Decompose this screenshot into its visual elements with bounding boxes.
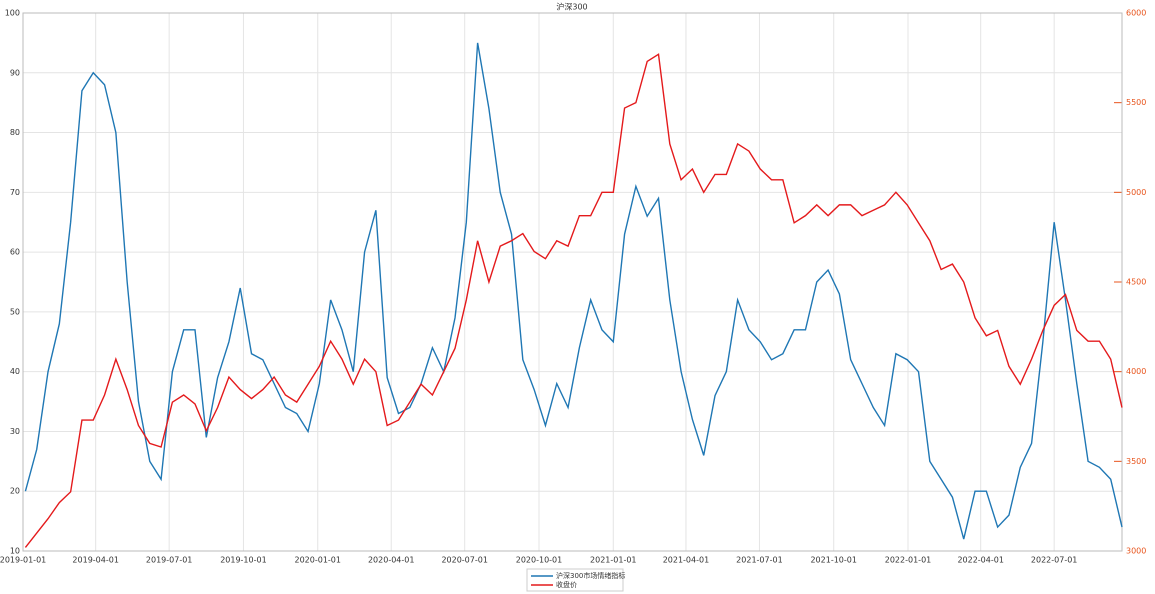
y2-tick-label: 4000 [1126,367,1146,376]
x-tick-label: 2019-01-01 [0,556,46,565]
x-tick-label: 2022-07-01 [1031,556,1078,565]
y-tick-label: 50 [10,307,20,316]
y-tick-label: 70 [10,188,20,197]
x-tick-label: 2020-10-01 [516,556,563,565]
line-series [24,42,1123,540]
legend-label: 收盘价 [556,580,577,589]
x-tick-label: 2020-04-01 [368,556,415,565]
x-tick-label: 2020-01-01 [294,556,341,565]
y-tick-label: 20 [10,487,20,496]
y2-tick-label: 4500 [1126,278,1146,287]
x-tick-label: 2021-01-01 [590,556,637,565]
y-tick-label: 40 [10,367,20,376]
y-tick-label: 80 [10,128,20,137]
y-tick-label: 60 [10,248,20,257]
y-tick-label: 10 [10,547,20,556]
y-tick-label: 90 [10,68,20,77]
x-tick-label: 2021-04-01 [663,556,710,565]
y2-tick-label: 5000 [1126,188,1146,197]
y2-tick-label: 3000 [1126,547,1146,556]
line-series [24,53,1123,548]
x-tick-label: 2019-07-01 [146,556,193,565]
y2-tick-label: 6000 [1126,9,1146,18]
x-tick-label: 2020-07-01 [441,556,488,565]
y-tick-label: 100 [5,9,20,18]
x-tick-label: 2022-01-01 [885,556,932,565]
plot-frame [22,12,1123,552]
x-tick-label: 2021-07-01 [736,556,783,565]
y2-tick-label: 3500 [1126,457,1146,466]
chart-title: 沪深300 [556,2,587,12]
x-tick-label: 2019-04-01 [72,556,119,565]
x-tick-label: 2022-04-01 [957,556,1004,565]
x-tick-label: 2019-10-01 [220,556,267,565]
legend-label: 沪深300市场情绪指标 [556,571,625,580]
y-tick-label: 30 [10,427,20,436]
y2-tick-label: 5500 [1126,98,1146,107]
x-tick-label: 2021-10-01 [810,556,857,565]
